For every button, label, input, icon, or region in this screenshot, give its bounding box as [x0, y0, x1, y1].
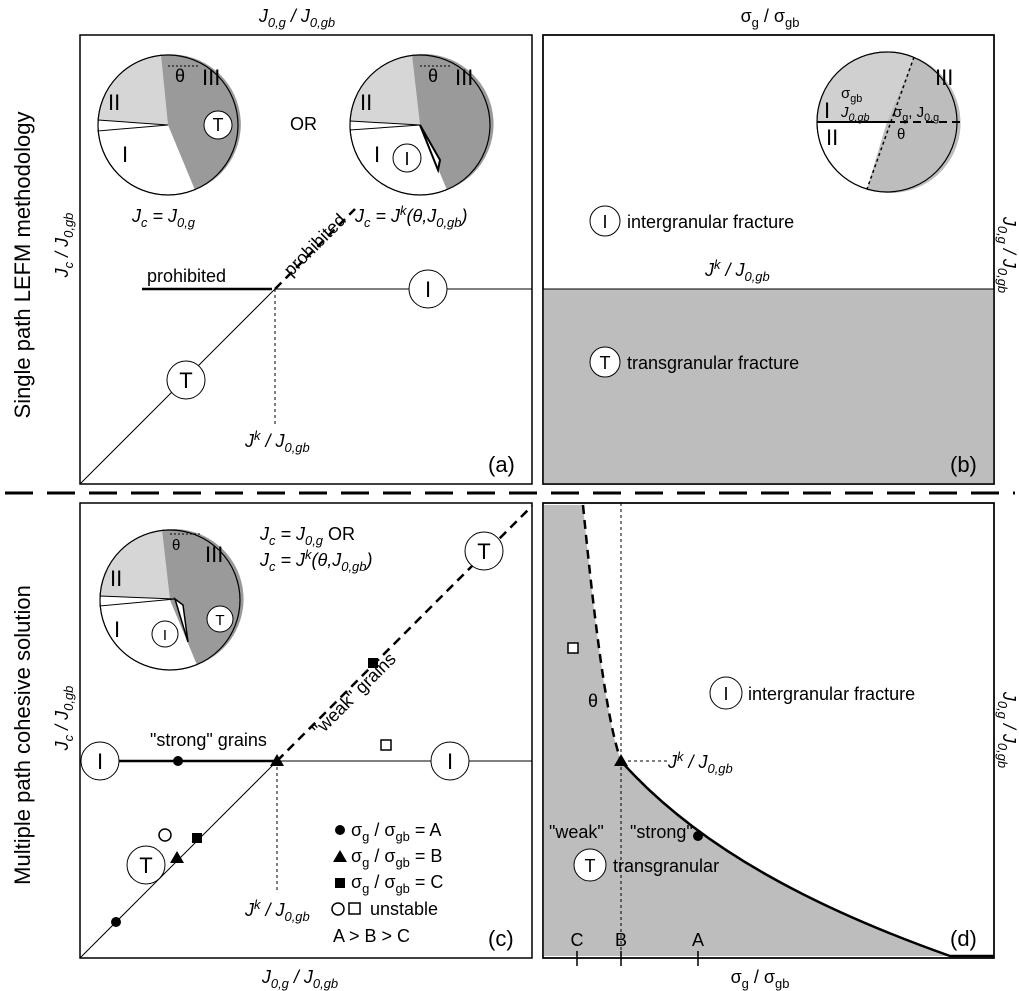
panel-d-tick-b: B	[615, 930, 627, 950]
panel-d-tick-a: A	[692, 930, 704, 950]
svg-text:I: I	[114, 617, 120, 642]
panel-a-left-axis: Jc / J0,gb	[52, 213, 76, 279]
svg-text:I: I	[122, 142, 128, 167]
panel-b-intergranular: intergranular fracture	[627, 212, 794, 232]
svg-text:I: I	[97, 749, 103, 774]
svg-text:III: III	[205, 542, 223, 567]
panel-a-region-t: T	[179, 368, 192, 393]
panel-b-top-axis: σg / σgb	[741, 6, 800, 30]
panel-b-transgranular-region	[543, 289, 994, 484]
panel-a-top-axis: J0,g / J0,gb	[258, 6, 335, 30]
panel-c-region-i-left	[80, 741, 120, 781]
svg-text:I: I	[374, 142, 380, 167]
panel-c-point-b-threshold	[270, 754, 284, 766]
panel-c-point-a-strong	[173, 756, 183, 766]
panel-c-point-a-low	[111, 917, 121, 927]
svg-text:unstable: unstable	[370, 899, 438, 919]
svg-text:II: II	[110, 566, 122, 591]
panel-d-region-i-marker	[709, 676, 743, 710]
panel-b: σg / σgb J0,g / J0,gb I intergranular fr…	[542, 6, 1019, 485]
panel-a-region-t-marker	[166, 360, 206, 400]
panel-b-transgranular: transgranular fracture	[627, 353, 799, 373]
svg-text:II: II	[360, 90, 372, 115]
svg-text:T: T	[585, 856, 596, 876]
panel-d-region-t-marker	[573, 848, 607, 882]
svg-text:T: T	[139, 853, 152, 878]
panel-c-region-t-bottom	[126, 845, 166, 885]
row-label-top: Single path LEFM methodology	[10, 112, 35, 419]
svg-text:σg / σgb = C: σg / σgb = C	[351, 872, 443, 896]
panel-a: J0,g / J0,gb Jc / J0,gb prohibited prohi…	[52, 6, 533, 485]
svg-text:III: III	[202, 65, 220, 90]
svg-text:θ: θ	[175, 66, 185, 86]
svg-text:θ: θ	[172, 537, 180, 554]
panel-a-inset-right-caption: Jc = Jk(θ,J0,gb)	[354, 203, 467, 230]
panel-b-right-axis: J0,g / J0,gb	[995, 216, 1019, 293]
svg-text:II: II	[108, 90, 120, 115]
panel-c: Jc / J0,gb J0,g / J0,gb "weak" grains "s…	[52, 502, 533, 991]
panel-d-transgranular-region	[543, 505, 950, 956]
panel-d-curve-dashed	[581, 504, 623, 762]
row-label-bottom: Multiple path cohesive solution	[10, 585, 35, 885]
svg-text:T: T	[215, 612, 224, 629]
panel-b-region-i-marker	[589, 205, 621, 237]
panel-c-point-c-weak	[368, 658, 378, 668]
svg-text:I: I	[163, 627, 167, 644]
panel-d-strong: "strong"	[630, 822, 693, 842]
panel-c-point-b-low	[170, 851, 184, 863]
svg-text:I: I	[723, 684, 728, 704]
panel-d-point-b	[614, 754, 628, 766]
panel-b-region-t-marker	[589, 346, 621, 378]
panel-b-region-t: T	[600, 353, 611, 373]
panel-d-bottom-axis: σg / σgb	[731, 967, 790, 991]
panel-c-left-axis: Jc / J0,gb	[52, 686, 76, 752]
svg-text:II: II	[826, 125, 838, 150]
panel-d-theta: θ	[588, 691, 598, 711]
panel-d-weak: "weak"	[549, 822, 604, 842]
panel-c-point-c-low	[192, 833, 202, 843]
panel-a-diagonal-prohibited	[274, 208, 356, 290]
panel-d-point-c-unstable	[567, 642, 579, 654]
svg-text:T: T	[477, 539, 490, 564]
panel-a-region-i: I	[425, 277, 431, 302]
svg-text:III: III	[455, 65, 473, 90]
panel-c-order: A > B > C	[333, 926, 410, 946]
svg-text:T: T	[213, 115, 224, 135]
panel-c-id: (c)	[488, 926, 514, 951]
panel-c-region-t-top	[464, 531, 504, 571]
panel-c-strong: "strong" grains	[150, 730, 267, 750]
panel-a-id: (a)	[488, 452, 515, 477]
svg-text:I: I	[404, 149, 409, 169]
svg-text:θ: θ	[897, 126, 905, 143]
panel-a-or: OR	[290, 114, 317, 134]
svg-text:I: I	[447, 749, 453, 774]
panel-a-prohibited-h: prohibited	[147, 266, 226, 286]
panel-b-inset: σgb J0,gb σg, J0,g θ I II III	[816, 51, 961, 194]
panel-d-right-axis: J0,g / J0,gb	[995, 691, 1019, 768]
panel-a-inset-left: θ III II I T	[97, 54, 241, 196]
panel-d-intergranular: intergranular fracture	[748, 684, 915, 704]
svg-text:III: III	[935, 65, 953, 90]
panel-a-region-i-marker	[408, 269, 448, 309]
panel-c-bottom-axis: J0,g / J0,gb	[261, 967, 338, 991]
svg-text:I: I	[824, 98, 830, 123]
panel-c-point-c-unstable	[380, 739, 392, 751]
panel-d-transgranular: transgranular	[613, 856, 719, 876]
panel-d-id: (d)	[950, 926, 977, 951]
panel-b-region-i: I	[602, 212, 607, 232]
panel-c-region-i-right	[430, 741, 470, 781]
panel-d: θ Jk / J0,gb I intergranular fracture "w…	[542, 502, 1019, 991]
panel-b-id: (b)	[950, 452, 977, 477]
panel-d-point-a	[693, 831, 703, 841]
panel-a-inset-right: θ III II I I	[349, 54, 494, 196]
panel-c-point-a-unstable	[158, 828, 172, 842]
svg-text:θ: θ	[428, 66, 438, 86]
panel-d-curve-solid	[620, 760, 994, 958]
panel-c-inset: θ III II I T I	[99, 529, 244, 671]
panel-d-tick-c: C	[571, 930, 584, 950]
